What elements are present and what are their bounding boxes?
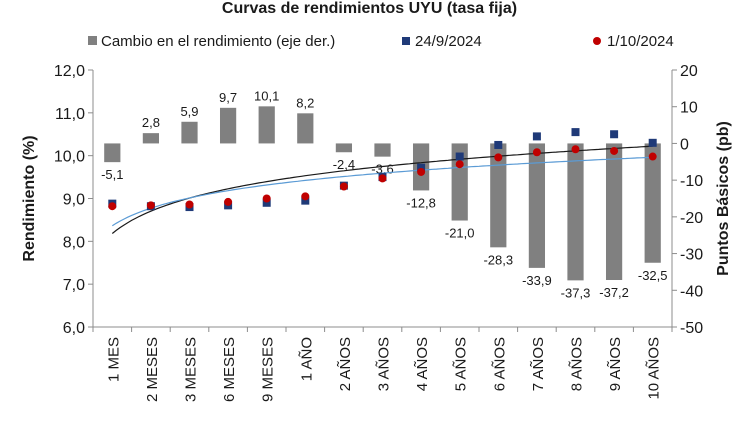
bar-change (258, 106, 275, 144)
bar-change (335, 143, 353, 153)
bar-change (181, 121, 198, 144)
marker-24-9-2024 (494, 140, 503, 149)
marker-24-9-2024 (532, 132, 541, 141)
bar-change (219, 107, 237, 144)
bar-data-label: -2,4 (333, 157, 355, 172)
marker-1-10-2024 (571, 145, 580, 154)
marker-24-9-2024 (610, 130, 619, 139)
bar-data-label: -21,0 (445, 226, 475, 241)
bar-data-label: 8,2 (296, 95, 314, 110)
bar-data-label: 2,8 (142, 115, 160, 130)
bar-data-label: 9,7 (219, 90, 237, 105)
legend-label-1-10-2024: 1/10/2024 (607, 33, 674, 50)
bar-data-label: -33,9 (522, 273, 552, 288)
x-tick-label: 5 AÑOS (453, 337, 470, 391)
marker-24-9-2024 (455, 152, 464, 161)
marker-24-9-2024 (301, 196, 310, 205)
bar-data-label: -5,1 (101, 167, 123, 182)
bar-change (297, 113, 314, 144)
bar-data-label: -28,3 (483, 252, 513, 267)
marker-24-9-2024 (648, 138, 657, 147)
marker-24-9-2024 (571, 128, 580, 137)
legend-label-24-9-2024: 24/9/2024 (415, 33, 482, 50)
legend-label-bars: Cambio en el rendimiento (eje der.) (101, 33, 335, 50)
bar-data-label: 5,9 (180, 104, 198, 119)
marker-1-10-2024 (494, 153, 503, 162)
bar-data-label: -37,2 (599, 285, 629, 300)
bar-change (605, 143, 623, 281)
x-tick-label: 8 AÑOS (569, 337, 586, 391)
left-tick-label: 9,0 (63, 192, 85, 209)
bar-data-label: 10,1 (254, 88, 279, 103)
right-tick-label: 20 (680, 63, 698, 80)
y2-axis-title: Puntos Básicos (pb) (715, 121, 732, 276)
x-tick-label: 3 MESES (183, 337, 200, 402)
right-tick-label: 0 (680, 136, 689, 153)
right-tick-label: -30 (680, 247, 703, 264)
bar-change (104, 143, 121, 163)
x-tick-label: 2 AÑOS (337, 337, 354, 391)
right-tick-label: -50 (680, 320, 703, 337)
right-tick-label: -10 (680, 173, 703, 190)
bar-change (374, 143, 391, 157)
x-tick-label: 6 MESES (221, 337, 238, 402)
x-tick-label: 10 AÑOS (646, 337, 663, 400)
marker-24-9-2024 (262, 198, 271, 207)
x-tick-label: 1 AÑO (298, 337, 315, 381)
bar-change (142, 133, 160, 144)
bar-change (528, 143, 546, 268)
left-tick-label: 12,0 (54, 63, 85, 80)
marker-1-10-2024 (610, 146, 619, 155)
left-tick-label: 6,0 (63, 320, 85, 337)
marker-1-10-2024 (378, 174, 387, 183)
left-tick-label: 8,0 (63, 234, 85, 251)
marker-24-9-2024 (417, 163, 426, 172)
marker-1-10-2024 (185, 200, 194, 209)
bar-change (490, 143, 507, 248)
chart-title: Curvas de rendimientos UYU (tasa fija) (221, 0, 518, 17)
x-tick-label: 2 MESES (144, 337, 161, 402)
legend-swatch-bars (88, 36, 97, 45)
marker-1-10-2024 (648, 152, 657, 161)
bar-change (451, 143, 468, 221)
x-tick-label: 4 AÑOS (414, 337, 431, 391)
x-tick-label: 9 MESES (260, 337, 277, 402)
left-tick-label: 11,0 (55, 106, 85, 123)
marker-1-10-2024 (262, 194, 271, 203)
right-tick-label: 10 (680, 100, 698, 117)
right-tick-label: -40 (680, 283, 703, 300)
x-tick-label: 6 AÑOS (491, 337, 508, 391)
x-tick-label: 3 AÑOS (376, 337, 393, 391)
marker-1-10-2024 (224, 197, 233, 206)
legend-swatch-1-10-2024 (593, 37, 601, 45)
bar-change (644, 143, 661, 263)
bar-data-label: -37,3 (561, 285, 591, 300)
marker-1-10-2024 (301, 192, 310, 201)
legend-swatch-24-9-2024 (402, 37, 410, 45)
bar-data-label: -12,8 (406, 195, 436, 210)
marker-1-10-2024 (455, 160, 464, 169)
x-tick-label: 7 AÑOS (530, 337, 547, 391)
marker-1-10-2024 (417, 167, 426, 176)
left-tick-label: 10,0 (54, 149, 85, 166)
x-tick-label: 9 AÑOS (607, 337, 624, 391)
bar-change (567, 143, 584, 281)
y-axis-title: Rendimiento (%) (21, 135, 38, 261)
marker-1-10-2024 (146, 201, 155, 210)
right-tick-label: -20 (680, 210, 703, 227)
marker-1-10-2024 (339, 182, 348, 191)
x-tick-label: 1 MES (105, 337, 122, 382)
left-tick-label: 7,0 (63, 277, 85, 294)
marker-1-10-2024 (532, 148, 541, 157)
marker-1-10-2024 (108, 202, 117, 211)
bar-data-label: -32,5 (638, 268, 668, 283)
